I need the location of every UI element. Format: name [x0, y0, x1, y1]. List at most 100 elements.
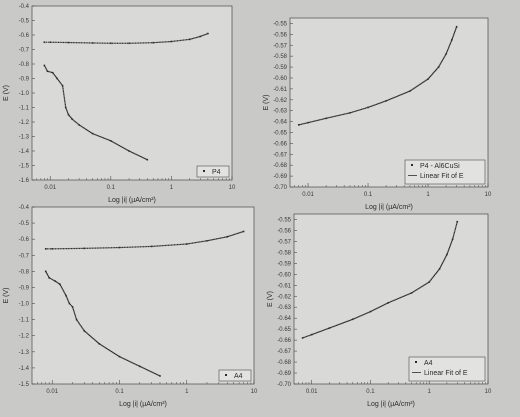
x-axis-label: Log |i| (µA/cm²): [367, 401, 415, 408]
data-point: [231, 234, 233, 236]
data-point: [110, 247, 113, 249]
data-point: [448, 45, 451, 47]
data-point: [404, 92, 407, 94]
data-point: [393, 96, 395, 99]
y-axis-label: E (V): [263, 95, 270, 111]
data-point: [206, 33, 208, 35]
data-point: [77, 123, 79, 125]
data-point: [62, 89, 64, 91]
data-point: [197, 241, 199, 243]
chart-panel-3: -0.4 -0.5 -0.6 -0.7 -0.8 -0.9 -1.0 -1.1 -1.2 -1.3…: [3, 205, 258, 408]
data-point: [415, 86, 417, 88]
data-point: [440, 264, 442, 267]
data-point: [99, 247, 101, 249]
data-point: [141, 366, 143, 368]
series-1: [44, 230, 245, 250]
series-2: [44, 270, 161, 377]
data-point: [108, 42, 110, 44]
data-point: [407, 91, 409, 93]
data-point: [443, 259, 445, 261]
data-point: [442, 57, 445, 59]
data-point: [414, 290, 416, 292]
data-point: [391, 97, 393, 100]
data-point: [367, 312, 369, 314]
data-point: [437, 270, 439, 272]
data-point: [444, 257, 446, 259]
data-point: [369, 310, 372, 313]
data-point: [416, 85, 418, 87]
data-point: [225, 236, 227, 238]
data-point: [103, 346, 105, 348]
data-point: [356, 316, 359, 318]
y-tick-label: -1.1: [19, 106, 30, 112]
data-point: [85, 331, 87, 334]
data-point: [446, 253, 448, 256]
data-point: [453, 231, 456, 234]
data-point: [160, 245, 162, 247]
data-point: [90, 247, 92, 249]
data-point: [423, 81, 425, 83]
y-tick-label: -0.6: [19, 33, 30, 39]
data-point: [452, 36, 454, 39]
data-point: [456, 220, 459, 223]
data-point: [147, 42, 149, 44]
data-point: [450, 242, 452, 244]
data-point: [112, 141, 114, 143]
data-point: [339, 323, 341, 325]
data-point: [451, 239, 453, 242]
data-point: [326, 328, 328, 330]
y-tick-label: -0.56: [273, 32, 287, 38]
y-tick-label: -1.5: [19, 164, 30, 170]
data-point: [95, 340, 97, 342]
y-tick-label: -0.59: [277, 261, 291, 267]
data-point: [125, 148, 127, 150]
data-point: [219, 237, 222, 239]
legend-box: [408, 356, 486, 382]
x-tick-label: 0.01: [46, 389, 58, 395]
data-point: [46, 70, 49, 73]
data-point: [422, 285, 424, 287]
data-point: [210, 239, 212, 241]
data-point: [333, 115, 335, 118]
data-point: [326, 117, 329, 119]
data-point: [307, 121, 309, 124]
data-point: [79, 42, 81, 44]
data-point: [69, 304, 72, 306]
data-point: [46, 69, 48, 71]
data-point: [82, 126, 84, 129]
data-point: [344, 113, 346, 115]
data-point: [139, 42, 141, 44]
data-point: [144, 42, 146, 44]
data-point: [386, 99, 388, 101]
data-point: [213, 238, 215, 241]
data-point: [78, 124, 80, 126]
data-point: [74, 247, 76, 250]
data-point: [375, 308, 377, 310]
data-point: [136, 246, 138, 248]
data-point: [145, 158, 147, 160]
data-point: [362, 314, 364, 316]
data-point: [85, 42, 87, 44]
data-point: [325, 328, 327, 330]
data-point: [116, 42, 119, 44]
data-point: [315, 120, 317, 122]
data-point: [175, 40, 177, 42]
data-point: [83, 247, 86, 250]
data-point: [409, 292, 411, 295]
data-point: [395, 96, 397, 98]
data-point: [124, 148, 126, 150]
data-point: [313, 333, 315, 335]
y-tick-label: -0.65: [277, 327, 291, 333]
data-point: [87, 42, 89, 44]
data-point: [436, 271, 438, 274]
data-point: [442, 261, 444, 263]
data-point: [227, 235, 230, 237]
data-point: [98, 42, 100, 44]
y-tick-label: -0.9: [19, 77, 30, 83]
data-point: [454, 227, 457, 230]
data-point: [397, 95, 400, 97]
x-tick-label: 10: [229, 185, 236, 191]
data-point: [62, 290, 65, 292]
data-point: [217, 238, 219, 240]
data-point: [93, 247, 95, 249]
